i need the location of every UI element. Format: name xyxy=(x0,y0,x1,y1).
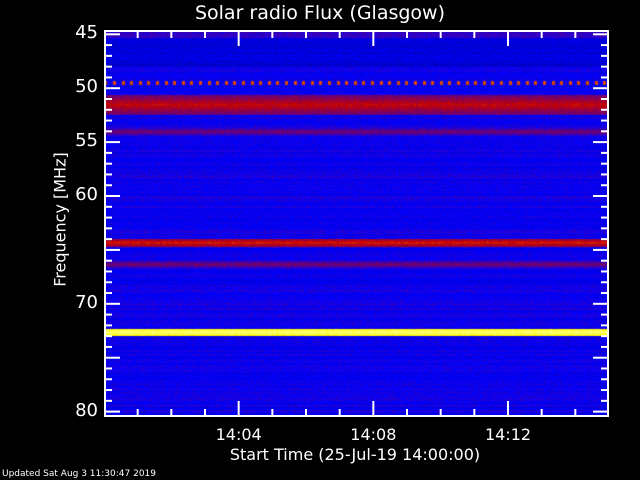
plot-frame xyxy=(104,30,609,417)
x-axis-title: Start Time (25-Jul-19 14:00:00) xyxy=(229,445,481,464)
y-tick-label: 55 xyxy=(75,130,98,152)
chart-title: Solar radio Flux (Glasgow) xyxy=(194,2,446,24)
y-tick-label: 80 xyxy=(75,399,98,421)
y-tick-label: 60 xyxy=(75,184,98,205)
x-tick-label: 14:04 xyxy=(215,425,262,444)
x-tick-label: 14:12 xyxy=(484,425,532,444)
y-tick-label: 70 xyxy=(75,291,98,313)
y-axis-title: Frequency [MHz] xyxy=(50,152,70,287)
axes-frame xyxy=(104,30,609,417)
y-tick-label: 50 xyxy=(75,76,98,98)
plot-area xyxy=(104,30,609,417)
x-tick-label: 14:08 xyxy=(350,425,397,444)
y-tick-label: 45 xyxy=(75,22,98,44)
updated-timestamp: Updated Sat Aug 3 11:30:47 2019 xyxy=(2,469,156,479)
spectrogram-heatmap xyxy=(104,30,609,417)
